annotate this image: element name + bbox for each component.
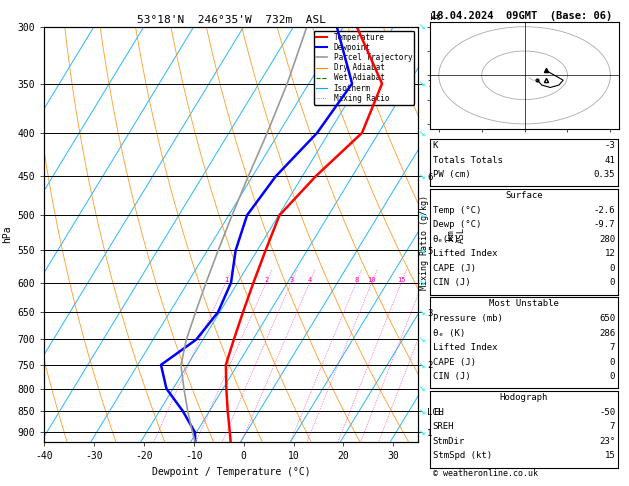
Text: CAPE (J): CAPE (J) bbox=[433, 264, 476, 273]
Text: 0.35: 0.35 bbox=[594, 170, 615, 179]
Text: 15: 15 bbox=[397, 277, 406, 282]
Text: StmDir: StmDir bbox=[433, 437, 465, 446]
Legend: Temperature, Dewpoint, Parcel Trajectory, Dry Adiabat, Wet Adiabat, Isotherm, Mi: Temperature, Dewpoint, Parcel Trajectory… bbox=[314, 31, 415, 105]
Text: →: → bbox=[416, 383, 427, 394]
Text: Mixing Ratio (g/kg): Mixing Ratio (g/kg) bbox=[420, 195, 429, 291]
Text: Lifted Index: Lifted Index bbox=[433, 249, 498, 259]
Text: 650: 650 bbox=[599, 314, 615, 323]
Text: K: K bbox=[433, 141, 438, 150]
Text: →: → bbox=[416, 306, 427, 318]
Text: →: → bbox=[416, 359, 427, 370]
Text: →: → bbox=[416, 245, 427, 256]
Text: -3: -3 bbox=[604, 141, 615, 150]
Text: CAPE (J): CAPE (J) bbox=[433, 358, 476, 367]
Text: Totals Totals: Totals Totals bbox=[433, 156, 503, 165]
Text: 10: 10 bbox=[367, 277, 376, 282]
Text: 2: 2 bbox=[264, 277, 269, 282]
Text: 8: 8 bbox=[354, 277, 359, 282]
Text: →: → bbox=[416, 405, 427, 417]
Text: -50: -50 bbox=[599, 408, 615, 417]
Text: Hodograph: Hodograph bbox=[500, 393, 548, 402]
Text: →: → bbox=[416, 427, 427, 438]
Text: 7: 7 bbox=[610, 422, 615, 432]
Text: 12: 12 bbox=[604, 249, 615, 259]
Text: Most Unstable: Most Unstable bbox=[489, 299, 559, 309]
Text: 0: 0 bbox=[610, 358, 615, 367]
Text: →: → bbox=[416, 171, 427, 182]
Text: →: → bbox=[416, 334, 427, 345]
Text: © weatheronline.co.uk: © weatheronline.co.uk bbox=[433, 469, 538, 478]
Text: Lifted Index: Lifted Index bbox=[433, 343, 498, 352]
Text: EH: EH bbox=[433, 408, 443, 417]
Text: 286: 286 bbox=[599, 329, 615, 338]
Text: →: → bbox=[416, 78, 427, 89]
Text: 0: 0 bbox=[610, 372, 615, 382]
Text: 1: 1 bbox=[224, 277, 228, 282]
Text: 280: 280 bbox=[599, 235, 615, 244]
Y-axis label: hPa: hPa bbox=[2, 226, 12, 243]
Text: CIN (J): CIN (J) bbox=[433, 372, 470, 382]
Text: →: → bbox=[416, 209, 427, 221]
Text: 3: 3 bbox=[289, 277, 293, 282]
Text: 23°: 23° bbox=[599, 437, 615, 446]
Text: -9.7: -9.7 bbox=[594, 220, 615, 229]
Text: Temp (°C): Temp (°C) bbox=[433, 206, 481, 215]
Title: 53°18'N  246°35'W  732m  ASL: 53°18'N 246°35'W 732m ASL bbox=[136, 15, 326, 25]
Text: θₑ (K): θₑ (K) bbox=[433, 329, 465, 338]
Text: Dewp (°C): Dewp (°C) bbox=[433, 220, 481, 229]
X-axis label: Dewpoint / Temperature (°C): Dewpoint / Temperature (°C) bbox=[152, 467, 311, 477]
Text: →: → bbox=[416, 21, 427, 33]
Text: StmSpd (kt): StmSpd (kt) bbox=[433, 451, 492, 461]
Text: 15: 15 bbox=[604, 451, 615, 461]
Text: 7: 7 bbox=[610, 343, 615, 352]
Text: kt: kt bbox=[430, 13, 441, 22]
Text: →: → bbox=[416, 127, 427, 139]
Text: 0: 0 bbox=[610, 278, 615, 288]
Text: Surface: Surface bbox=[505, 191, 543, 200]
Text: →: → bbox=[416, 277, 427, 288]
Text: 0: 0 bbox=[610, 264, 615, 273]
Text: θₑ(K): θₑ(K) bbox=[433, 235, 460, 244]
Text: CIN (J): CIN (J) bbox=[433, 278, 470, 288]
Text: 18.04.2024  09GMT  (Base: 06): 18.04.2024 09GMT (Base: 06) bbox=[431, 11, 612, 21]
Text: 41: 41 bbox=[604, 156, 615, 165]
Text: SREH: SREH bbox=[433, 422, 454, 432]
Text: -2.6: -2.6 bbox=[594, 206, 615, 215]
Y-axis label: km
ASL: km ASL bbox=[446, 226, 465, 243]
Text: Pressure (mb): Pressure (mb) bbox=[433, 314, 503, 323]
Text: PW (cm): PW (cm) bbox=[433, 170, 470, 179]
Text: 4: 4 bbox=[308, 277, 312, 282]
